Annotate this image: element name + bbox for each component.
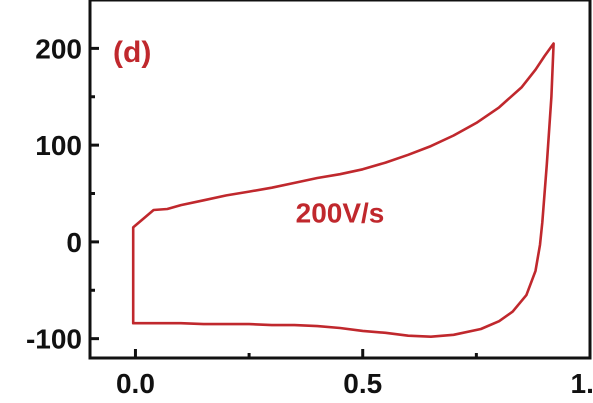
y-tick-label: -100 [26,324,82,355]
plot-area [90,0,590,358]
x-tick-label: 1.0 [571,368,593,399]
x-tick-label: 0.0 [116,368,155,399]
scan-rate-annotation: 200V/s [296,198,385,229]
y-tick-label: 100 [35,130,82,161]
y-tick-label: 200 [35,33,82,64]
x-tick-label: 0.5 [343,368,382,399]
y-tick-label: 0 [66,227,82,258]
cv-curve [131,42,555,338]
plot-frame [88,0,592,360]
panel-label: (d) [113,36,151,69]
axis-tick-labels: 0.0 0.5 1.0 -100 0 100 200 [26,33,593,399]
